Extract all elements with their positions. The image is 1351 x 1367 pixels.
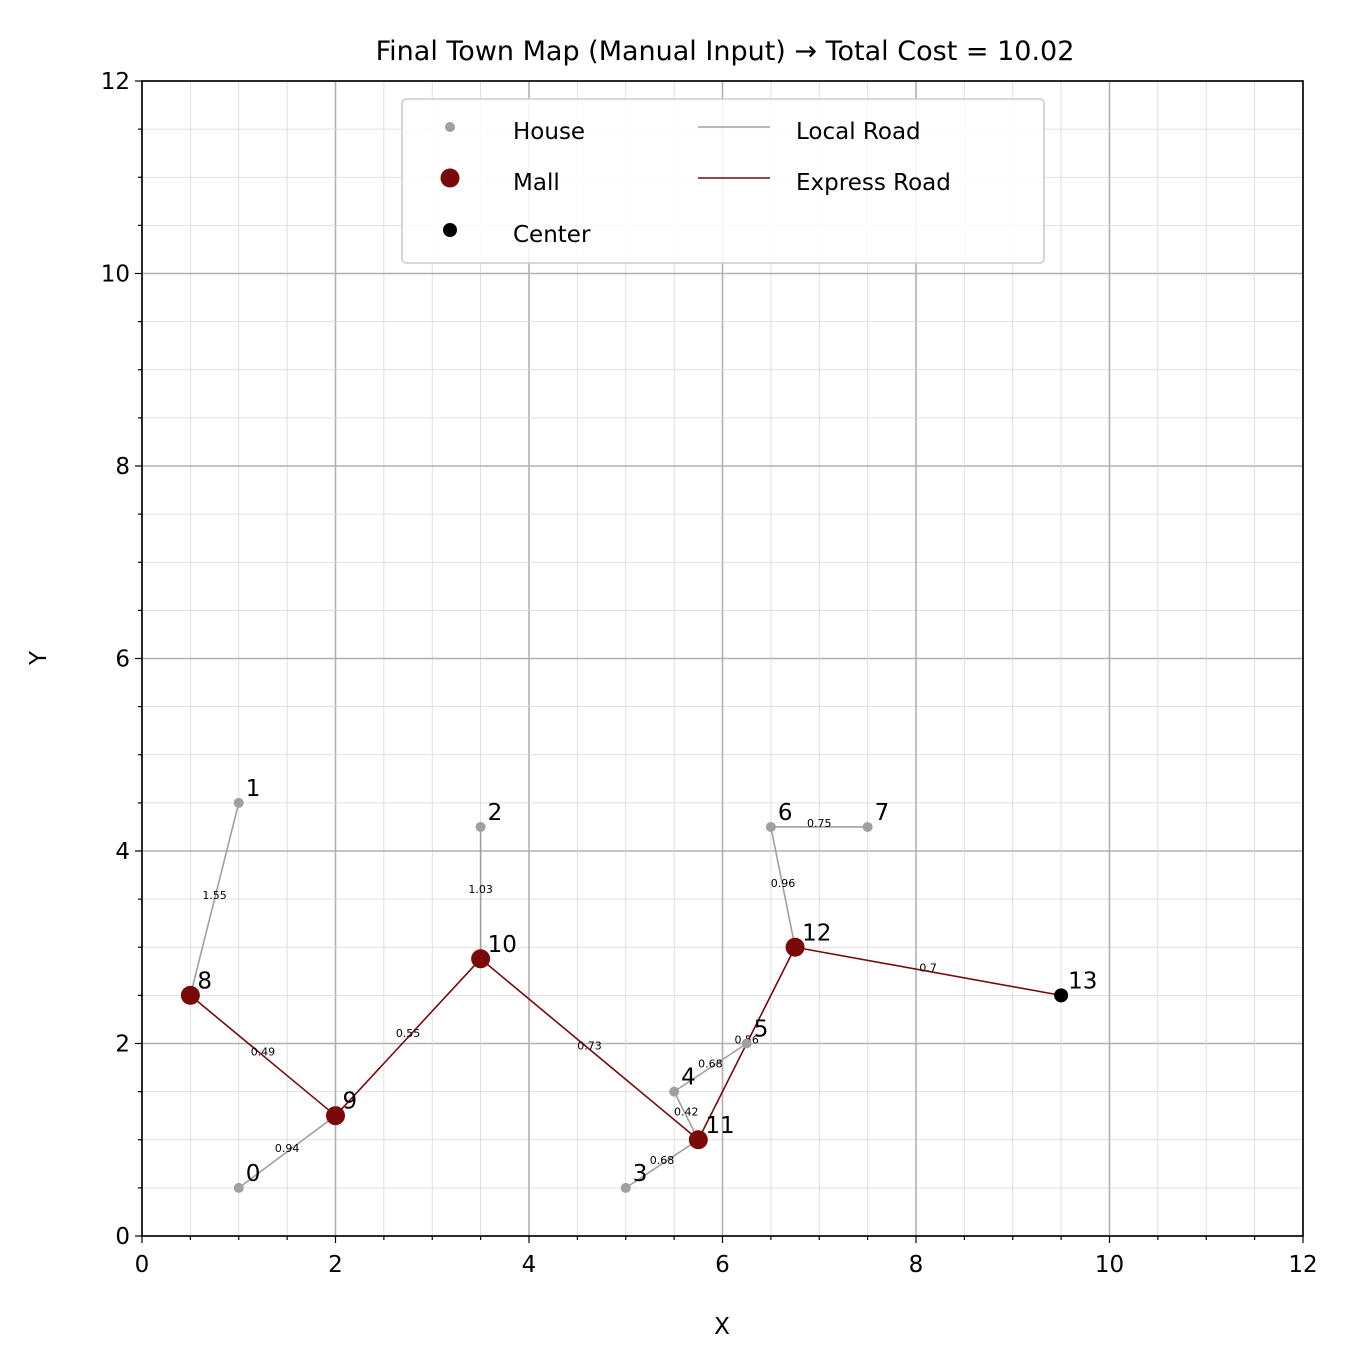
node-label-11: 11 (705, 1113, 734, 1139)
x-axis-label: X (714, 1314, 730, 1340)
node-label-3: 3 (633, 1161, 648, 1187)
x-tick-label: 10 (1095, 1252, 1124, 1278)
node-label-10: 10 (488, 932, 517, 958)
house-marker-0 (233, 1182, 244, 1193)
y-tick-label: 10 (101, 262, 130, 288)
legend-house-marker (445, 122, 455, 132)
local-road-3-11 (625, 1139, 699, 1189)
local-road-6-12 (770, 826, 796, 948)
local-road-0-9 (238, 1115, 336, 1189)
node-label-12: 12 (802, 920, 831, 946)
road-cost-label: 0.49 (251, 1046, 276, 1059)
legend: House Mall Center Local Road Express Roa… (401, 98, 1045, 264)
x-tick-label: 12 (1288, 1252, 1317, 1278)
house-marker-2 (475, 821, 486, 832)
legend-express-road-label: Express Road (796, 170, 951, 196)
house-marker-6 (765, 821, 776, 832)
road-cost-label: 0.68 (650, 1154, 675, 1167)
mall-marker-11 (688, 1130, 708, 1150)
house-marker-1 (233, 797, 244, 808)
legend-mall-label: Mall (513, 170, 560, 196)
y-axis-label: Y (26, 650, 52, 666)
y-tick-label: 8 (115, 454, 130, 480)
road-cost-label: 1.55 (202, 889, 227, 902)
road-cost-label: 0.7 (919, 961, 937, 974)
y-tick-label: 4 (115, 839, 130, 865)
house-marker-7 (862, 821, 873, 832)
mall-marker-9 (326, 1106, 345, 1126)
node-label-0: 0 (246, 1161, 261, 1187)
mall-marker-10 (471, 949, 491, 969)
express-road-12-13 (794, 946, 1062, 997)
roads (189, 802, 1062, 1189)
x-tick-label: 0 (135, 1252, 150, 1278)
x-tick-label: 2 (328, 1252, 343, 1278)
node-label-7: 7 (875, 800, 890, 826)
legend-box (401, 98, 1045, 264)
node-label-6: 6 (778, 800, 793, 826)
road-cost-labels: 1.550.941.030.680.420.680.960.750.490.55… (202, 817, 937, 1167)
mall-marker-12 (785, 937, 805, 957)
node-label-2: 2 (488, 800, 503, 826)
node-label-4: 4 (681, 1065, 696, 1091)
road-cost-label: 0.94 (275, 1142, 300, 1155)
node-label-13: 13 (1068, 968, 1097, 994)
grid (141, 80, 1304, 1237)
center-marker-13 (1054, 988, 1069, 1003)
road-cost-label: 0.68 (698, 1058, 723, 1071)
express-road-8-9 (189, 994, 337, 1117)
y-tick-label: 0 (115, 1224, 130, 1250)
house-marker-5 (741, 1038, 752, 1049)
road-cost-label: 0.55 (396, 1027, 421, 1040)
legend-mall-marker (440, 168, 460, 188)
road-cost-label: 0.96 (771, 877, 796, 890)
mall-marker-8 (180, 985, 200, 1005)
nodes (180, 797, 1069, 1193)
x-tick-label: 4 (522, 1252, 537, 1278)
road-cost-label: 0.42 (674, 1106, 699, 1119)
node-label-8: 8 (197, 968, 212, 994)
node-label-9: 9 (343, 1089, 358, 1115)
local-road-1-8 (189, 802, 240, 996)
node-label-1: 1 (246, 776, 261, 802)
node-label-5: 5 (754, 1017, 769, 1043)
legend-center-marker (443, 223, 457, 237)
legend-house-label: House (513, 119, 585, 145)
house-marker-3 (620, 1182, 631, 1193)
x-tick-label: 6 (715, 1252, 730, 1278)
chart-title: Final Town Map (Manual Input) → Total Co… (376, 36, 1075, 67)
express-road-9-10 (334, 958, 482, 1117)
legend-center-label: Center (513, 222, 591, 248)
road-cost-label: 0.73 (577, 1039, 602, 1052)
y-tick-label: 2 (115, 1032, 130, 1058)
x-tick-label: 8 (909, 1252, 924, 1278)
road-cost-label: 0.75 (807, 817, 832, 830)
y-tick-label: 12 (101, 69, 130, 95)
legend-local-road-label: Local Road (796, 119, 921, 145)
road-cost-label: 1.03 (468, 883, 493, 896)
y-tick-label: 6 (115, 647, 130, 673)
express-road-10-11 (480, 958, 699, 1141)
house-marker-4 (669, 1086, 680, 1097)
local-road-4-5 (673, 1042, 748, 1093)
